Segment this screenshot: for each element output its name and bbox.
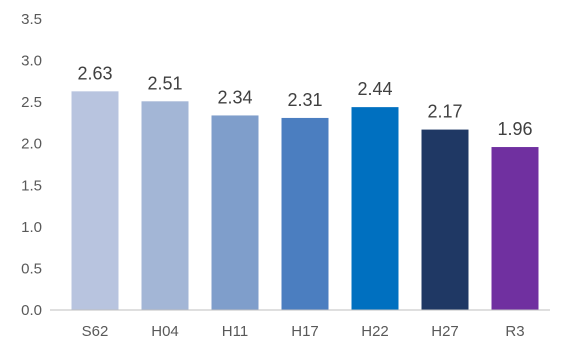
- data-label-h22: 2.44: [357, 79, 392, 99]
- bar-h22: [351, 107, 399, 310]
- data-label-h17: 2.31: [287, 90, 322, 110]
- y-tick-label: 2.5: [21, 94, 42, 111]
- x-tick-label-h11: H11: [222, 323, 248, 340]
- y-tick-label: 3.0: [21, 53, 42, 70]
- y-tick-label: 1.5: [21, 177, 42, 194]
- x-tick-label-h22: H22: [361, 323, 389, 340]
- bar-s62: [71, 91, 119, 310]
- bar-h17: [281, 117, 329, 310]
- data-labels: 2.63 2.51 2.34 2.31 2.44 2.17 1.96: [77, 63, 532, 139]
- x-axis: S62 H04 H11 H17 H22 H27 R3: [50, 309, 550, 340]
- y-tick-label: 0.5: [21, 260, 42, 277]
- data-label-r3: 1.96: [497, 119, 532, 139]
- y-tick-label: 1.0: [21, 219, 42, 236]
- bar-r3: [491, 147, 539, 310]
- y-tick-label: 2.0: [21, 136, 42, 153]
- data-label-h04: 2.51: [147, 73, 182, 93]
- y-axis: 0.0 0.5 1.0 1.5 2.0 2.5 3.0 3.5: [21, 11, 42, 319]
- data-label-h11: 2.34: [217, 87, 252, 107]
- x-tick-label-s62: S62: [82, 323, 109, 340]
- data-label-s62: 2.63: [77, 63, 112, 83]
- x-tick-label-h04: H04: [151, 323, 179, 340]
- bar-h11: [211, 115, 259, 311]
- data-label-h27: 2.17: [427, 102, 462, 122]
- y-tick-label: 0.0: [21, 302, 42, 319]
- bars: [71, 91, 539, 311]
- y-tick-label: 3.5: [21, 11, 42, 28]
- bar-h04: [141, 101, 189, 310]
- x-tick-label-h17: H17: [291, 323, 319, 340]
- x-tick-label-r3: R3: [505, 323, 524, 340]
- bar-h27: [421, 129, 469, 310]
- x-tick-label-h27: H27: [431, 323, 459, 340]
